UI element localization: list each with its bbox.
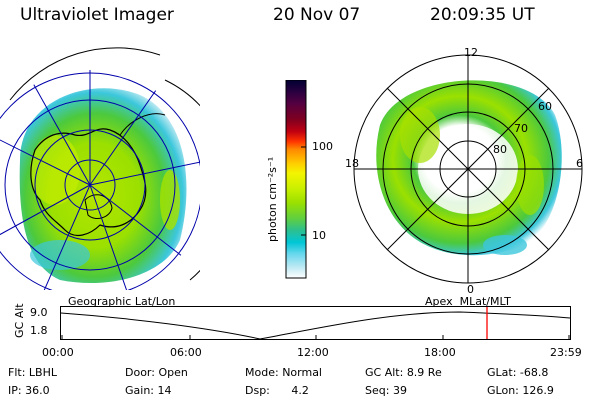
altitude-xtick-06: 06:00 xyxy=(170,346,202,359)
mlt-label-12: 12 xyxy=(464,46,478,59)
altitude-xtick-18: 18:00 xyxy=(424,346,456,359)
info-glon: GLon: 126.9 xyxy=(487,384,554,397)
geographic-map xyxy=(0,47,200,290)
colorbar-unit-label: photon cm⁻²s⁻¹ xyxy=(266,156,279,242)
colorbar-tick-100: 100 xyxy=(312,140,333,153)
geographic-caption: Geographic Lat/Lon xyxy=(68,295,176,308)
info-filter: Flt: LBHL xyxy=(8,366,57,379)
instrument-title: Ultraviolet Imager xyxy=(20,5,174,25)
info-ip: IP: 36.0 xyxy=(8,384,50,397)
info-door: Door: Open xyxy=(125,366,188,379)
info-dsp: Dsp: 4.2 xyxy=(245,384,309,397)
apex-caption: Apex MLat/MLT xyxy=(425,295,511,308)
colorbar xyxy=(285,80,307,279)
polar-grid xyxy=(353,54,583,284)
altitude-curve xyxy=(60,311,571,340)
mlat-label-70: 70 xyxy=(514,122,528,135)
info-glat: GLat: -68.8 xyxy=(487,366,549,379)
altitude-xtick-2359: 23:59 xyxy=(550,346,582,359)
date-label: 20 Nov 07 xyxy=(273,5,361,25)
altitude-xtick-12: 12:00 xyxy=(297,346,329,359)
altitude-plot-frame xyxy=(60,306,571,340)
info-mode: Mode: Normal xyxy=(245,366,322,379)
mlt-label-18: 18 xyxy=(345,157,359,170)
polar-plot xyxy=(353,54,583,284)
info-gc-alt: GC Alt: 8.9 Re xyxy=(365,366,442,379)
coastline xyxy=(30,128,147,237)
mlat-label-60: 60 xyxy=(538,100,552,113)
altitude-ytick-9: 9.0 xyxy=(30,306,48,319)
info-gain: Gain: 14 xyxy=(125,384,172,397)
altitude-plot xyxy=(60,306,571,340)
colorbar-tick-10: 10 xyxy=(312,229,326,242)
altitude-ytick-1-8: 1.8 xyxy=(30,324,48,337)
mlt-label-6: 6 xyxy=(576,157,583,170)
mlt-label-0: 0 xyxy=(467,283,474,296)
info-seq: Seq: 39 xyxy=(365,384,407,397)
altitude-ylabel: GC Alt xyxy=(13,303,26,338)
coastline-island xyxy=(84,194,113,219)
mlat-label-80: 80 xyxy=(493,143,507,156)
altitude-xtick-00: 00:00 xyxy=(42,346,74,359)
time-label: 20:09:35 UT xyxy=(430,5,535,25)
